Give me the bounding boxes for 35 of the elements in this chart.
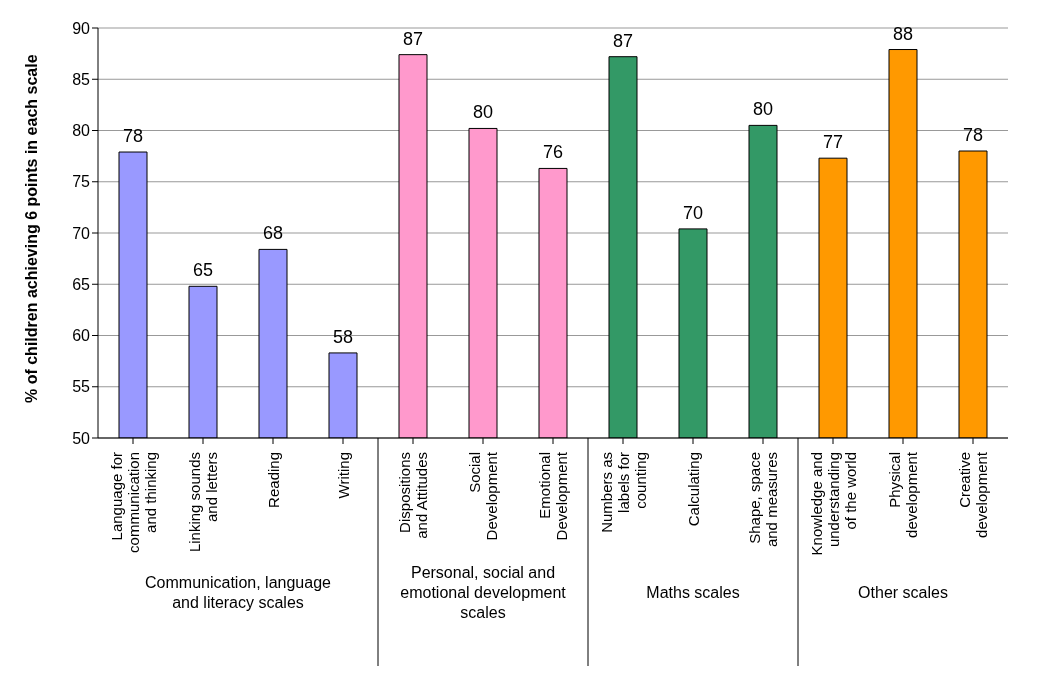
data-label: 68 [262,223,284,244]
x-tick-label: Emotional Development [536,451,570,541]
text: Maths scales [646,584,740,601]
data-label: 80 [472,102,494,123]
y-tick-label: 90 [72,19,91,37]
x-tick-label: Calculating [684,452,702,527]
data-label: 88 [892,23,914,44]
x-tick-label: Shape, space and measures [746,452,780,548]
data-label: 87 [612,30,634,51]
text: Communication, language and literacy scales [145,574,332,611]
x-tick-label: Writing [334,452,352,499]
x-tick-label: Numbers as labels for counting [597,452,649,533]
y-tick-label: 55 [72,378,91,396]
data-label: 70 [682,202,704,223]
y-tick-label: 50 [72,429,91,447]
y-tick-label: 70 [72,224,91,242]
data-label: 78 [122,126,144,147]
y-tick-label: 80 [72,122,91,140]
data-label: 58 [332,326,354,347]
data-label: 80 [752,99,774,120]
y-tick-label: 60 [72,327,91,345]
data-label: 76 [542,142,564,163]
x-tick-label: Language for communication and thinking [107,452,159,553]
x-tick-label: Dispositions and Attitudes [396,452,430,539]
y-tick-label: 85 [72,70,91,88]
data-label: 77 [822,132,844,153]
data-label: 65 [192,260,214,281]
x-tick-label: Reading [264,452,282,508]
data-label: 78 [962,125,984,145]
y-tick-label: 75 [72,173,91,191]
text: Other scales [858,584,948,601]
data-label: 87 [402,28,424,49]
y-tick-label: 65 [72,275,91,293]
text: Personal, social and emotional development scales [400,564,567,621]
y-axis-title: % of children achieving 6 points in each scale [22,54,40,403]
